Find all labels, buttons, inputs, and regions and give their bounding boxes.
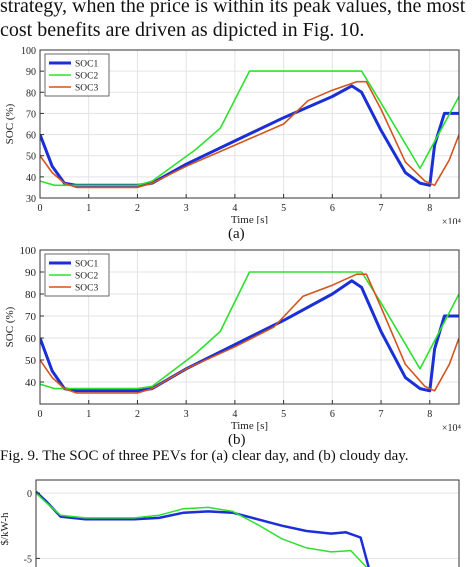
y-axis-label: $/kW-h (0, 512, 11, 545)
x-tick-label: 6 (330, 203, 335, 214)
y-tick-label: 40 (25, 377, 37, 389)
plot-area (36, 480, 459, 567)
x-tick-label: 8 (427, 203, 432, 214)
series-line-soc2 (40, 70, 459, 187)
x-axis-label: Time [s] (231, 214, 268, 224)
y-axis-label: SOC (%) (4, 306, 16, 347)
plot-area (40, 50, 459, 198)
y-tick-label: 60 (25, 333, 37, 345)
y-tick-label: 60 (26, 131, 36, 142)
y-tick-label: 90 (25, 267, 37, 279)
x-tick-label: 0 (38, 203, 43, 214)
x-tick-label: 5 (281, 409, 286, 420)
x-tick-label: 2 (135, 203, 140, 214)
legend-label-soc1: SOC1 (75, 260, 98, 270)
y-tick-label: 100 (21, 46, 36, 57)
x-axis-multiplier: ×10⁴ (442, 217, 462, 224)
x-axis-multiplier: ×10⁴ (442, 423, 462, 432)
axes-box (39, 49, 460, 199)
x-tick-label: 8 (427, 409, 432, 420)
legend-label-soc2: SOC2 (75, 72, 98, 82)
series-line-1 (36, 490, 370, 567)
y-tick-label: 50 (25, 355, 37, 367)
series-line-2 (36, 492, 368, 567)
x-tick-label: 6 (330, 409, 335, 420)
x-tick-label: 1 (86, 409, 91, 420)
x-tick-label: 1 (86, 203, 91, 214)
y-tick-label: 0 (27, 489, 32, 500)
axes-box (35, 479, 460, 567)
cost-chart-partial: 0 -5 $/kW-h (0, 479, 460, 567)
y-axis-label: SOC (%) (4, 103, 16, 144)
plot-lines (40, 70, 459, 189)
legend-label-soc3: SOC3 (75, 84, 98, 94)
x-tick-label: 3 (184, 409, 189, 420)
x-tick-label: 5 (281, 203, 286, 214)
y-tick-label: 50 (26, 152, 36, 163)
x-tick-label: 3 (184, 203, 189, 214)
y-tick-label: 30 (26, 194, 36, 205)
x-tick-label: 7 (379, 409, 384, 420)
soc-chart-clear-day: 0 1 2 3 4 5 6 7 8 30 40 50 60 70 80 90 100 Time [s] SOC (%… (4, 46, 462, 224)
subfigure-label-a: (a) (228, 226, 245, 242)
y-tick-label: 70 (26, 109, 36, 120)
x-tick-label: 4 (232, 203, 237, 214)
series-line-soc1 (40, 279, 459, 393)
y-tick-label: 80 (25, 289, 37, 301)
y-tick-label: 90 (26, 67, 36, 78)
body-text-line-1: strategy, when the price is within its p… (0, 0, 466, 17)
legend-label-soc1: SOC1 (75, 60, 98, 70)
series-line-soc3 (40, 273, 459, 394)
figure-9-caption: Fig. 9. The SOC of three PEVs for (a) cl… (0, 448, 409, 464)
legend-label-soc2: SOC2 (75, 272, 98, 282)
plot-lines (36, 490, 370, 567)
x-tick-label: 4 (232, 409, 237, 420)
plot-lines (40, 271, 459, 394)
subfigure-label-b: (b) (228, 432, 246, 448)
series-line-soc3 (40, 80, 459, 189)
legend-box (44, 253, 110, 297)
x-axis-label: Time [s] (231, 420, 268, 432)
y-tick-label: 70 (25, 311, 37, 323)
y-tick-label: 40 (26, 173, 36, 184)
y-tick-label: 100 (20, 245, 37, 257)
soc-chart-cloudy-day: 0 1 2 3 4 5 6 7 8 40 50 60 70 80 90 100 Time [s] SOC (%) ×… (4, 245, 462, 432)
y-tick-label: -5 (24, 554, 32, 565)
body-text-line-2: cost benefits are driven as dipicted in … (0, 19, 365, 41)
x-tick-label: 2 (135, 409, 140, 420)
x-tick-label: 0 (38, 409, 43, 420)
series-line-soc2 (40, 271, 459, 390)
y-tick-label: 80 (26, 88, 36, 99)
legend-label-soc3: SOC3 (75, 284, 98, 294)
axes-box (39, 249, 460, 405)
x-tick-label: 7 (379, 203, 384, 214)
